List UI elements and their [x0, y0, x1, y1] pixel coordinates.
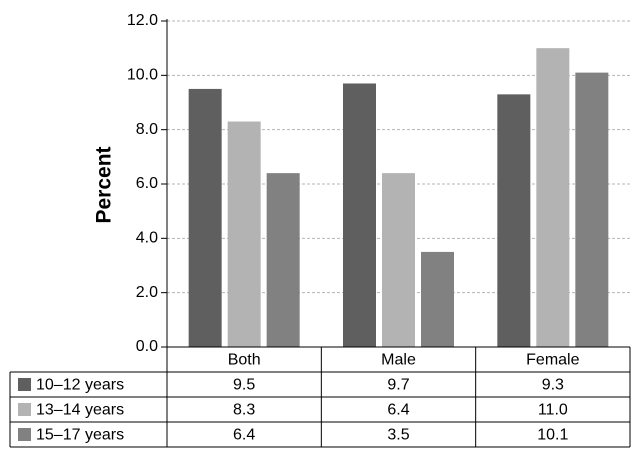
bar	[343, 83, 376, 347]
y-tick-label: 6.0	[136, 175, 158, 192]
data-label: 3.5	[387, 427, 409, 444]
y-tick-label: 12.0	[127, 12, 158, 29]
data-label: 9.3	[542, 377, 564, 394]
axes	[166, 19, 630, 447]
data-label: 10.1	[537, 427, 568, 444]
data-label: 6.4	[387, 402, 409, 419]
bar	[421, 251, 454, 347]
data-label: 11.0	[538, 402, 568, 419]
legend-label: 13–14 years	[36, 402, 124, 419]
y-axis-label: Percent	[93, 146, 116, 223]
data-label: 9.5	[233, 377, 255, 394]
legend-swatch	[18, 428, 31, 441]
legend-label: 10–12 years	[36, 377, 124, 394]
bar	[575, 72, 609, 347]
y-tick-label: 10.0	[127, 67, 158, 84]
legend-swatch	[18, 378, 31, 391]
y-tick-label: 8.0	[136, 121, 158, 138]
y-tick-label: 4.0	[136, 230, 158, 247]
y-tick-label: 2.0	[136, 284, 158, 301]
bar	[188, 88, 222, 348]
category-label: Both	[228, 352, 261, 369]
category-label: Male	[381, 352, 416, 369]
bar	[536, 48, 570, 348]
category-label: Female	[526, 352, 579, 369]
y-tick-label: 0.0	[136, 338, 158, 355]
data-label: 6.4	[233, 427, 255, 444]
bar	[497, 94, 531, 347]
data-table: Both Male Female 10–12 years 9.5 9.7 9.3 13–14 …	[9, 347, 631, 448]
data-label: 8.3	[233, 402, 255, 419]
bars	[188, 48, 609, 348]
bar	[227, 121, 261, 348]
bar	[266, 173, 300, 347]
bar	[382, 173, 415, 347]
data-label: 9.7	[387, 377, 409, 394]
legend-swatch	[18, 403, 31, 416]
legend-label: 15–17 years	[36, 427, 124, 444]
y-axis-ticks: 0.0 2.0 4.0 6.0 8.0 10.0 12.0	[127, 12, 167, 355]
